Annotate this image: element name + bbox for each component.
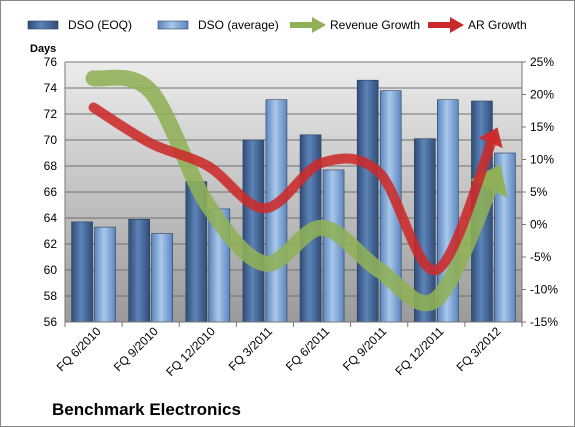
arrowhead-ar-growth <box>478 127 503 149</box>
y2-tick-label: 5% <box>530 185 548 199</box>
bar-dso-eoq <box>242 139 265 323</box>
bar-dso-eoq <box>356 79 379 323</box>
y2-tick-label: 15% <box>530 120 554 134</box>
legend-label: AR Growth <box>468 18 527 32</box>
y-tick-label: 68 <box>44 159 58 173</box>
legend-label: DSO (average) <box>198 18 279 32</box>
company-name: Benchmark Electronics <box>52 400 241 419</box>
bar-dso-average <box>151 233 173 323</box>
y-axis-title: Days <box>30 43 56 55</box>
y-tick-label: 58 <box>44 289 58 303</box>
y-tick-label: 60 <box>44 263 58 277</box>
bar-dso-eoq <box>128 219 150 323</box>
y-tick-label: 72 <box>44 107 58 121</box>
bar-dso-average <box>94 226 116 323</box>
legend-arrow-icon <box>450 17 464 33</box>
line-revenue-growth <box>85 69 502 312</box>
y-tick-label: 76 <box>44 55 58 69</box>
y-tick-label: 74 <box>44 81 58 95</box>
y-tick-label: 64 <box>44 211 58 225</box>
y-tick-label: 70 <box>44 133 58 147</box>
line-group <box>85 69 508 312</box>
legend-swatch <box>27 20 59 30</box>
legend-label: DSO (EOQ) <box>68 18 132 32</box>
legend-swatch <box>157 20 189 30</box>
arrowhead-revenue-growth <box>469 164 508 198</box>
y2-tick-label: 20% <box>530 88 554 102</box>
y2-tick-label: -15% <box>530 315 558 329</box>
legend: DSO (EOQ) DSO (average) Revenue Growth AR G… <box>27 17 527 33</box>
bar-dso-eoq <box>71 221 93 323</box>
y-tick-label: 56 <box>44 315 58 329</box>
y2-tick-label: 25% <box>530 55 554 69</box>
y2-tick-label: 0% <box>530 218 548 232</box>
y2-tick-label: 10% <box>530 153 554 167</box>
y2-tick-label: -10% <box>530 283 558 297</box>
y-tick-label: 66 <box>44 185 58 199</box>
y-tick-label: 62 <box>44 237 58 251</box>
legend-arrow-icon <box>312 17 326 33</box>
line-ar-growth <box>88 102 499 276</box>
legend-label: Revenue Growth <box>330 18 420 32</box>
y2-tick-label: -5% <box>530 250 552 264</box>
